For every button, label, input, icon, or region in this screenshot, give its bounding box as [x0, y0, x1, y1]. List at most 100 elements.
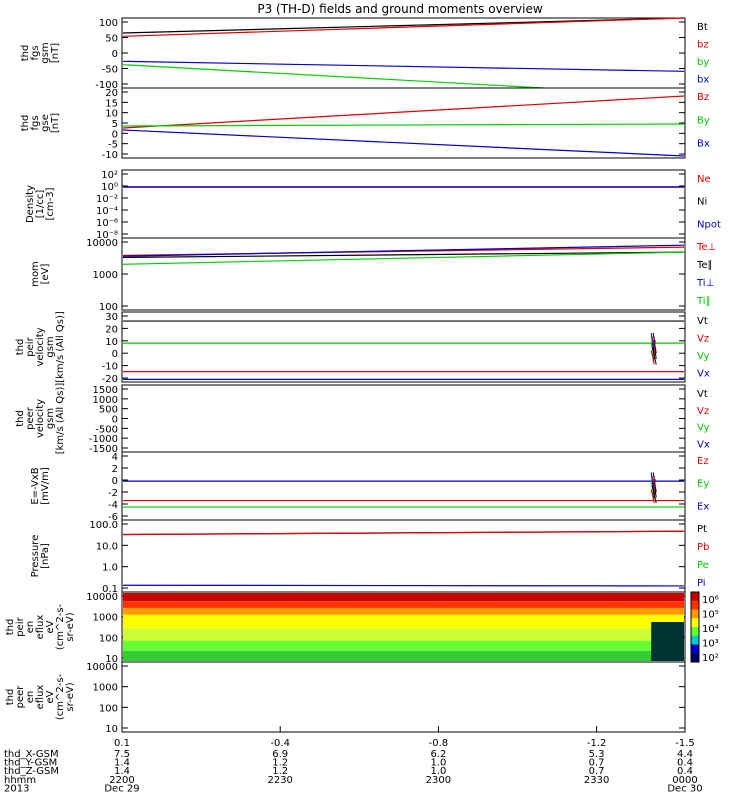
legend-ez: Ez	[697, 456, 709, 467]
x-row-value: Dec 29	[104, 783, 139, 794]
legend-vx: Vx	[697, 369, 710, 380]
colorbar-segment	[691, 610, 699, 619]
ylabel-line: sr-eV)	[65, 612, 76, 641]
panel-density: Density[1/cc][cm-3] 10²10⁰10⁻²10⁻⁴10⁻⁶10⁻…	[25, 170, 721, 241]
y-tick-label: 0	[112, 349, 118, 360]
legend-vz: Vz	[697, 406, 709, 417]
x-tick-label: -0.4	[270, 738, 290, 749]
y-tick-label: 10⁻²	[96, 194, 118, 205]
legend-pb: Pb	[697, 542, 709, 553]
x-tick-label: 0.1	[114, 738, 130, 749]
panel-ylabel: thdpeerenefluxeV(cm^2-s-sr-eV)	[5, 673, 76, 720]
panel-ylabel: thdpeervelocitygsm[km/s (All Qs)]	[15, 383, 66, 455]
y-tick-label: 10	[105, 337, 118, 348]
series-line-by	[123, 124, 684, 126]
legend-ti⊥: Ti⊥	[696, 278, 714, 289]
panel-frame	[122, 385, 685, 452]
y-tick-label: 10.0	[96, 541, 118, 552]
panel-fgs_gse: thdfgsgse[nT]20151050-5-10BzByBx	[20, 88, 710, 161]
x-tick-label: -1.5	[675, 738, 695, 749]
series-line-bz	[123, 96, 684, 128]
series-line-pi	[123, 585, 684, 586]
legend-vz: Vz	[697, 334, 709, 345]
colorbar-tick-label: 10⁴	[702, 624, 719, 635]
y-tick-label: 2	[112, 464, 118, 475]
colorbar-segment	[691, 618, 699, 627]
y-tick-label: 100.0	[89, 520, 118, 531]
legend-vt: Vt	[697, 316, 708, 327]
legend-bz: Bz	[697, 92, 709, 103]
y-tick-label: 10000	[86, 662, 118, 673]
legend-bt: Bt	[697, 22, 708, 33]
ylabel-line: [mV/m]	[40, 467, 51, 505]
legend-vt: Vt	[697, 389, 708, 400]
colorbar-segment	[691, 645, 699, 654]
panel-ylabel: E=-VxB[mV/m]	[30, 467, 51, 505]
spectrogram-dropout	[651, 622, 684, 661]
x-row-label: 2013	[4, 783, 29, 794]
y-tick-label: -2	[108, 488, 118, 499]
panel-ylabel: thdfgsgsm[nT]	[20, 42, 61, 63]
panel-ylabel: mom[eV]	[30, 261, 51, 287]
x-axis-annotation: 0.1 -0.4 -0.8 -1.2 -1.5 thd_X-GSM 7.5 6.9 6.2 5.3…	[4, 726, 703, 794]
ylabel-line: [km/s (All Qs)]	[55, 383, 66, 455]
panel-ylabel: thdpeirenefluxeV(cm^2-s-sr-eV)	[5, 603, 76, 650]
colorbar-tick-label: 10³	[702, 639, 719, 650]
spectrogram-band	[123, 601, 684, 608]
panel-ylabel: thdfgsgse[nT]	[20, 113, 61, 133]
panels: thdfgsgsm[nT]100500-50-100Btbzbybxthdfgs…	[5, 18, 721, 735]
panel-ylabel: Pressure[nPa]	[30, 535, 51, 578]
colorbar-segment	[691, 592, 699, 601]
y-tick-label: 1000	[93, 613, 118, 624]
legend-bx: Bx	[697, 139, 710, 150]
panel-temperature: mom[eV] 10000 1000 100 Te⊥ Te∥ Ti⊥ Ti∥	[30, 238, 716, 313]
ylabel-line: sr-eV)	[65, 682, 76, 711]
legend-pt: Pt	[697, 524, 707, 535]
series-line-bz	[123, 18, 684, 36]
colorbar-segment	[691, 653, 699, 662]
x-row-value: Dec 30	[667, 783, 702, 794]
legend-vx: Vx	[697, 439, 710, 450]
legend-pi: Pi	[697, 578, 706, 589]
y-tick-label: 1000	[93, 683, 118, 694]
y-tick-label: 10²	[101, 170, 118, 181]
legend-te⊥: Te⊥	[696, 242, 716, 253]
colorbar-tick-label: 10²	[702, 653, 719, 664]
series-line-pb	[123, 531, 684, 534]
legend-ne: Ne	[697, 174, 711, 185]
spectrogram-band	[123, 628, 684, 640]
y-tick-label: 10000	[86, 592, 118, 603]
panel-efield: E=-VxB[mV/m] 420-2-4-6 Ez Ey Ex	[30, 452, 709, 523]
y-tick-label: 50	[105, 34, 118, 45]
legend-ey: Ey	[697, 479, 709, 490]
y-tick-label: 10	[105, 724, 118, 735]
legend-ni: Ni	[697, 197, 707, 208]
y-tick-label: 100	[99, 703, 118, 714]
panel-peir_spectrogram: thdpeirenefluxeV(cm^2-s-sr-eV) 10000 1000 1…	[5, 592, 719, 665]
y-tick-label: 100	[99, 633, 118, 644]
panel-peer_velocity: thdpeervelocitygsm[km/s (All Qs)] 1500100…	[15, 383, 710, 455]
spectrogram-band	[123, 641, 684, 651]
y-tick-label: 20	[105, 324, 118, 335]
colorbar-segment	[691, 636, 699, 645]
x-tick-label: -0.8	[429, 738, 449, 749]
y-tick-label: -20	[102, 374, 118, 385]
legend-ex: Ex	[697, 501, 709, 512]
colorbar-segment	[691, 601, 699, 610]
legend-by: By	[697, 115, 710, 126]
series-line-bx	[123, 130, 684, 156]
legend-by: by	[697, 57, 709, 68]
panel-frame	[122, 520, 685, 592]
ylabel-line: [cm-3]	[45, 187, 56, 220]
ylabel-line: [km/s (All Qs)]	[55, 311, 66, 383]
y-tick-label: 10000	[86, 238, 118, 249]
x-row-value: 2300	[426, 775, 451, 786]
legend-npot: Npot	[697, 219, 721, 230]
figure-title: P3 (TH-D) fields and ground moments over…	[257, 2, 542, 16]
spectrogram-band	[123, 615, 684, 629]
colorbar-segment	[691, 627, 699, 636]
y-tick-label: 100	[99, 18, 118, 29]
panel-ylabel: thdpeirvelocitygsm[km/s (All Qs)]	[15, 311, 66, 383]
panel-frame	[122, 452, 685, 520]
